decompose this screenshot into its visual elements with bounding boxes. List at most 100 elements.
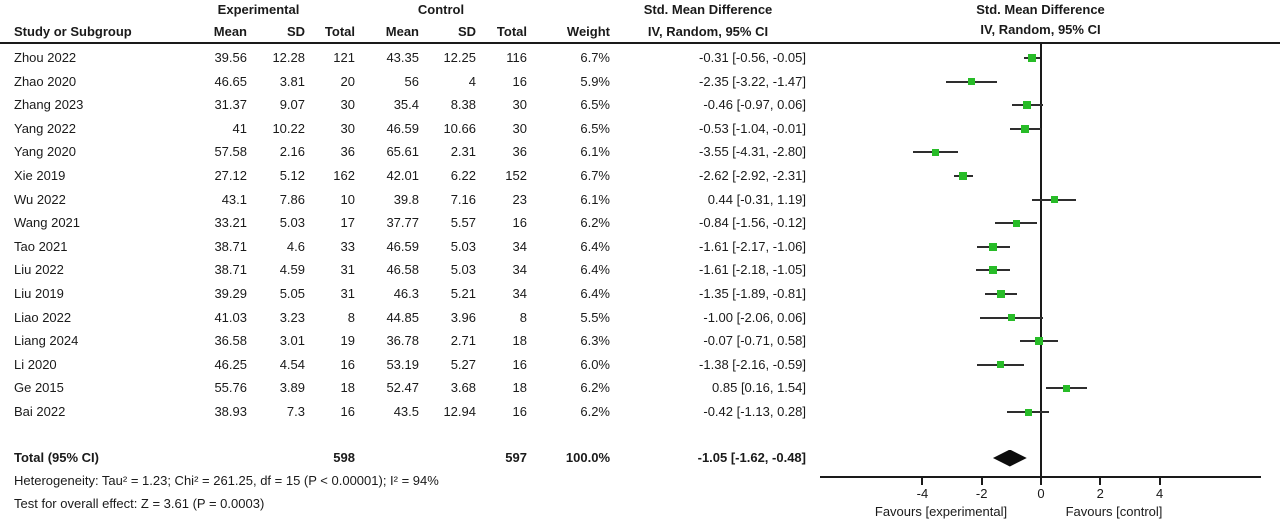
ci-text: -1.00 [-2.06, 0.06] (703, 309, 806, 325)
zero-line (1040, 43, 1042, 477)
exp-mean: 31.37 (214, 97, 247, 113)
ctrl-mean: 43.5 (393, 404, 419, 419)
exp-mean: 46.65 (214, 73, 247, 89)
total-ctrl-n: 597 (505, 450, 527, 465)
study-label: Wang 2021 (14, 215, 81, 231)
weight-value: 6.4% (580, 238, 610, 254)
ci-text: -3.55 [-4.31, -2.80] (699, 144, 806, 160)
ctrl-mean: 43.35 (386, 50, 419, 65)
exp-total: 30 (340, 97, 355, 113)
exp-sd: 3.23 (279, 309, 305, 325)
exp-mean-header: Mean (213, 24, 247, 39)
exp-mean: 38.71 (214, 238, 247, 254)
exp-total: 33 (340, 238, 355, 254)
exp-mean: 43.1 (221, 191, 247, 207)
total-exp-n: 598 (333, 450, 355, 465)
exp-mean: 41 (232, 120, 247, 136)
weight-value: 5.5% (580, 309, 610, 325)
ctrl-sd: 10.66 (443, 120, 476, 136)
ctrl-sd-header: SD (457, 24, 476, 39)
axis-tick (980, 476, 983, 485)
ctrl-sd: 5.21 (450, 286, 476, 301)
ctrl-total: 16 (512, 215, 527, 231)
study-label: Zhang 2023 (14, 97, 84, 113)
exp-sd-header: SD (286, 24, 305, 39)
effect-marker (989, 266, 998, 275)
axis-tick (1099, 476, 1102, 485)
study-row: Ge 2015 55.76 3.89 18 52.47 3.68 18 6.2% 0.85 [0… (0, 378, 806, 398)
summary-diamond (992, 449, 1027, 467)
ctrl-sd: 6.22 (450, 168, 476, 183)
exp-total: 16 (340, 404, 355, 419)
exp-total: 36 (340, 144, 355, 160)
ctrl-total: 34 (512, 262, 527, 278)
weight-value: 6.0% (580, 356, 610, 372)
study-label: Liu 2022 (14, 262, 64, 278)
ctrl-sd: 3.96 (450, 309, 476, 325)
study-label: Yang 2022 (14, 120, 76, 136)
study-label: Liao 2022 (14, 309, 72, 325)
exp-total: 16 (340, 356, 355, 372)
exp-mean: 38.93 (214, 404, 247, 419)
ctrl-mean: 46.58 (386, 262, 419, 278)
ci-text: -0.31 [-0.56, -0.05] (699, 50, 806, 65)
ci-text: -2.35 [-3.22, -1.47] (699, 73, 806, 89)
exp-sd: 7.3 (286, 404, 305, 419)
exp-total: 31 (340, 286, 355, 301)
weight-value: 6.7% (580, 168, 610, 183)
ctrl-total: 30 (512, 120, 527, 136)
exp-total: 8 (347, 309, 355, 325)
study-row: Liang 2024 36.58 3.01 19 36.78 2.71 18 6.3% -0.0… (0, 331, 806, 351)
effect-marker (1023, 101, 1032, 110)
ci-text: -1.61 [-2.17, -1.06] (699, 238, 806, 254)
effect-marker (1034, 337, 1043, 346)
study-label: Liang 2024 (14, 333, 79, 349)
study-row: Liu 2019 39.29 5.05 31 46.3 5.21 34 6.4% -1.35 [… (0, 284, 806, 304)
ci-text: -1.61 [-2.18, -1.05] (699, 262, 806, 278)
study-label: Tao 2021 (14, 238, 68, 254)
plot-method-header: IV, Random, 95% CI (980, 22, 1101, 37)
axis-tick-label: -4 (916, 486, 929, 501)
exp-total: 18 (340, 380, 355, 396)
study-col-header: Study or Subgroup (14, 24, 132, 39)
ctrl-sd: 3.68 (450, 380, 476, 396)
ci-text: -0.53 [-1.04, -0.01] (699, 120, 806, 136)
study-row: Liao 2022 41.03 3.23 8 44.85 3.96 8 5.5% -1.00 [… (0, 308, 806, 328)
ctrl-sd: 5.03 (450, 238, 476, 254)
study-row: Li 2020 46.25 4.54 16 53.19 5.27 16 6.0% -1.38 [… (0, 355, 806, 375)
ctrl-sd: 12.25 (443, 50, 476, 65)
study-row: Yang 2020 57.58 2.16 36 65.61 2.31 36 6.1% -3.55… (0, 142, 806, 162)
ctrl-mean: 46.59 (386, 120, 419, 136)
study-label: Wu 2022 (14, 191, 66, 207)
exp-sd: 3.01 (279, 333, 305, 349)
study-row: Zhao 2020 46.65 3.81 20 56 4 16 5.9% -2.35 [-3.2… (0, 72, 806, 92)
exp-total-header: Total (324, 24, 355, 39)
exp-total: 162 (333, 168, 355, 183)
exp-mean: 57.58 (214, 144, 247, 160)
study-row: Tao 2021 38.71 4.6 33 46.59 5.03 34 6.4% -1.61 [… (0, 237, 806, 257)
column-header-row: Study or Subgroup Mean SD Total Mean SD … (0, 22, 806, 42)
exp-mean: 36.58 (214, 333, 247, 349)
study-label: Li 2020 (14, 356, 57, 372)
study-row: Zhang 2023 31.37 9.07 30 35.4 8.38 30 6.5% -0.46… (0, 95, 806, 115)
exp-sd: 10.22 (272, 120, 305, 136)
exp-sd: 9.07 (279, 97, 305, 113)
ctrl-total-header: Total (496, 24, 527, 39)
ctrl-total: 116 (506, 50, 527, 65)
exp-mean: 38.71 (214, 262, 247, 278)
exp-sd: 2.16 (279, 144, 305, 160)
exp-sd: 4.59 (279, 262, 305, 278)
exp-sd: 5.03 (279, 215, 305, 231)
ctrl-mean: 56 (404, 73, 419, 89)
ctrl-mean: 52.47 (386, 380, 419, 396)
exp-total: 10 (340, 191, 355, 207)
experimental-group-header: Experimental (217, 2, 300, 17)
study-label: Ge 2015 (14, 380, 64, 396)
exp-sd: 4.6 (286, 238, 305, 254)
ctrl-mean: 53.19 (386, 356, 419, 372)
exp-mean: 55.76 (214, 380, 247, 396)
ci-text: -0.84 [-1.56, -0.12] (699, 215, 806, 231)
study-label: Liu 2019 (14, 286, 64, 301)
study-label: Zhou 2022 (14, 50, 77, 65)
ci-text: 0.85 [0.16, 1.54] (712, 380, 806, 396)
